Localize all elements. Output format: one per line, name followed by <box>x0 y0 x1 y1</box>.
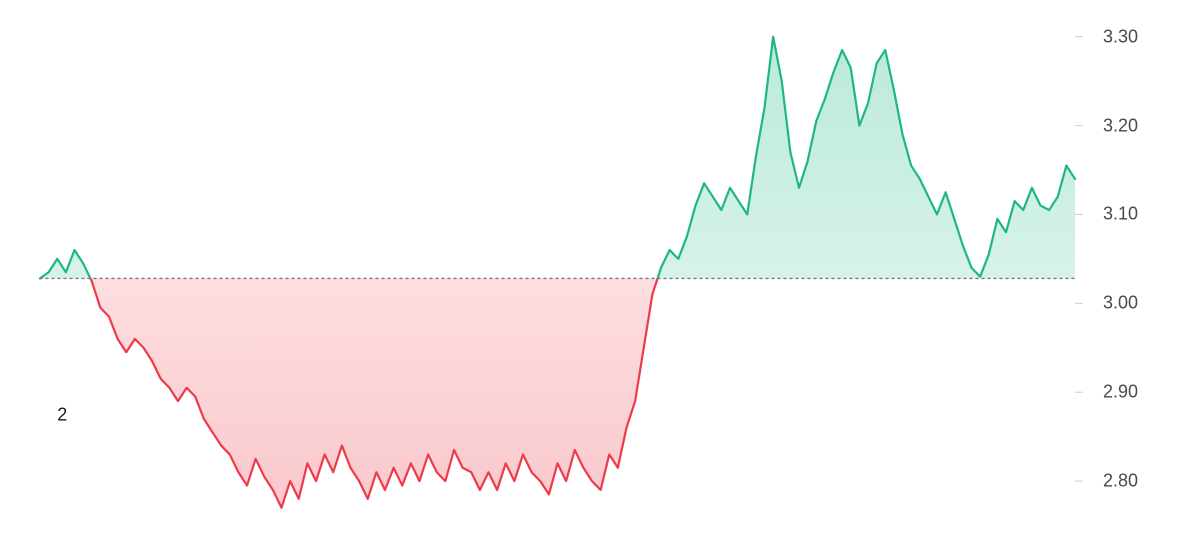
y-tick-label: 3.20 <box>1103 115 1138 136</box>
y-tick-label: 3.10 <box>1103 204 1138 225</box>
y-tick-label: 2.80 <box>1103 471 1138 492</box>
y-tick-label: 3.30 <box>1103 26 1138 47</box>
price-chart: 2.80 2.90 3.00 3.10 3.20 3.30 2 <box>0 0 1200 538</box>
y-tick-label: 3.00 <box>1103 293 1138 314</box>
y-tick-label: 2.90 <box>1103 382 1138 403</box>
x-tick-label: 2 <box>57 405 67 426</box>
chart-canvas <box>0 0 1200 538</box>
